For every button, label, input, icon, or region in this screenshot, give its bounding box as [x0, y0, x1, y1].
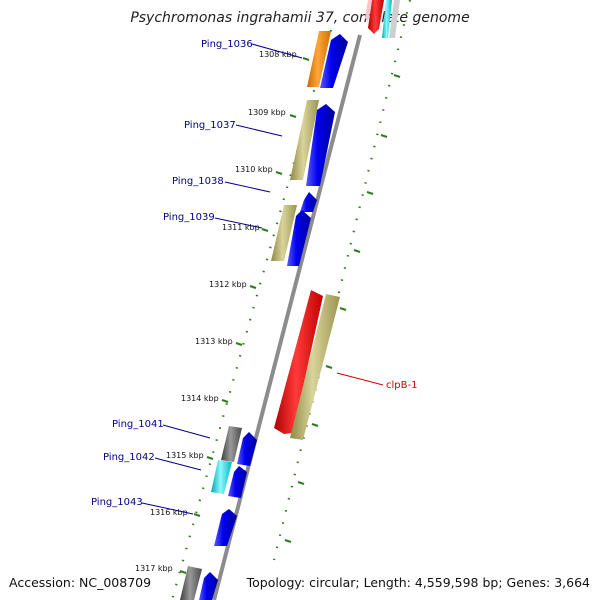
major-ticks [179, 56, 310, 575]
leader-ping-1037 [235, 124, 283, 137]
genome-backbone [212, 34, 362, 600]
scale-label-1316: 1316 kbp [150, 508, 188, 517]
tick-1312 [249, 284, 257, 290]
inner-ticks [284, 73, 401, 544]
gene-label-clpb-1[interactable]: clpB-1 [386, 380, 417, 391]
gene-bottom-gray [180, 566, 202, 600]
gene-ping-1043-blue [214, 509, 237, 546]
leader-ping-1038 [224, 181, 271, 193]
inner-tick [297, 480, 305, 486]
inner-tick [353, 248, 361, 254]
tick-1309 [289, 113, 297, 119]
tick-1308 [302, 56, 310, 62]
leader-ping-1036 [251, 43, 303, 59]
gene-features [180, 0, 400, 600]
gene-label-ping-1037[interactable]: Ping_1037 [184, 120, 236, 131]
gene-ping-1037-khaki [290, 100, 319, 180]
gene-top-gray [389, 0, 400, 38]
gene-clpb-1-red [274, 290, 323, 434]
gene-ping-1036-blue [320, 34, 348, 88]
gene-top-pink [365, 0, 372, 22]
inner-tick [366, 190, 374, 196]
gene-label-ping-1039[interactable]: Ping_1039 [163, 212, 215, 223]
leader-ping-1039 [214, 217, 263, 229]
gene-ping-1039-blue [287, 210, 311, 266]
gene-clpb-1-khaki [290, 294, 340, 440]
tick-1316 [193, 512, 201, 518]
tick-1314 [221, 398, 229, 404]
accession-text: Accession: NC_008709 [9, 575, 152, 590]
leader-clpb-1 [336, 372, 384, 386]
gene-label-ping-1036[interactable]: Ping_1036 [201, 39, 253, 50]
scale-label-1313: 1313 kbp [195, 337, 233, 346]
gene-label-ping-1042[interactable]: Ping_1042 [103, 452, 155, 463]
label-leaders [141, 43, 384, 515]
inner-tick [325, 364, 333, 370]
gene-ping-1042-cyan [211, 460, 232, 494]
topology-text: Topology: circular; Length: 4,559,598 bp… [246, 575, 590, 590]
scale-label-1311: 1311 kbp [222, 223, 260, 232]
scale-label-1315: 1315 kbp [166, 451, 204, 460]
inner-tick [339, 306, 347, 312]
scale-label-1314: 1314 kbp [181, 394, 219, 403]
gene-top-red [368, 0, 384, 34]
inner-tick [393, 73, 401, 79]
inner-scale-track [272, 0, 412, 561]
tick-1311 [261, 227, 269, 233]
gene-ping-1039-khaki [271, 205, 297, 261]
gene-bottom-blue [199, 572, 218, 600]
scale-label-1310: 1310 kbp [235, 165, 273, 174]
gene-label-ping-1043[interactable]: Ping_1043 [91, 497, 143, 508]
gene-ping-1041-gray [221, 426, 242, 462]
tick-1313 [235, 341, 243, 347]
tick-1317 [179, 569, 187, 575]
scale-label-1317: 1317 kbp [135, 564, 173, 573]
inner-tick [284, 538, 292, 544]
scale-label-1309: 1309 kbp [248, 108, 286, 117]
tick-1315 [206, 455, 214, 461]
gene-label-ping-1041[interactable]: Ping_1041 [112, 419, 164, 430]
inner-tick [311, 422, 319, 428]
scale-label-1312: 1312 kbp [209, 280, 247, 289]
leader-ping-1043 [141, 502, 194, 515]
gene-ping-1036-orange [307, 31, 331, 87]
gene-top-cyan [382, 0, 392, 38]
gene-ping-1037-blue [306, 104, 335, 186]
gene-ping-1041-blue [237, 432, 257, 466]
leader-ping-1041 [162, 424, 211, 439]
leader-ping-1042 [154, 457, 202, 471]
gene-label-ping-1038[interactable]: Ping_1038 [172, 176, 224, 187]
inner-tick [380, 133, 388, 139]
tick-1310 [275, 170, 283, 176]
scale-label-1308: 1308 kbp [259, 50, 297, 59]
gene-ping-1038-blue [300, 192, 317, 212]
gene-ping-1042-blue [228, 466, 247, 498]
